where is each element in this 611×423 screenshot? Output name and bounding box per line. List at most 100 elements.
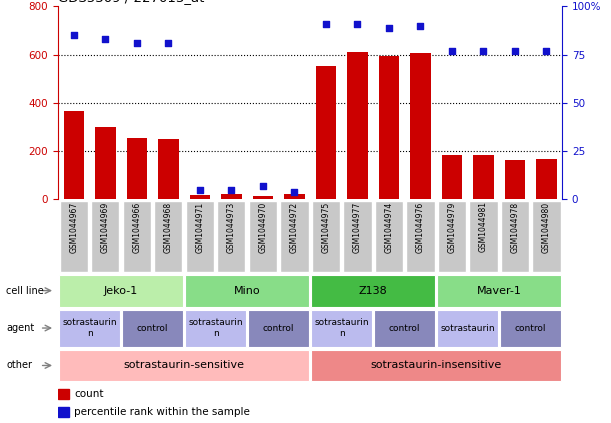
- Text: other: other: [6, 360, 32, 371]
- FancyBboxPatch shape: [91, 201, 120, 272]
- Text: GSM1044975: GSM1044975: [321, 201, 331, 253]
- Text: sotrastaurin
n: sotrastaurin n: [314, 319, 369, 338]
- Point: [195, 186, 205, 193]
- Text: Jeko-1: Jeko-1: [104, 286, 138, 296]
- Text: GSM1044970: GSM1044970: [258, 201, 268, 253]
- Text: sotrastaurin
n: sotrastaurin n: [62, 319, 117, 338]
- FancyBboxPatch shape: [59, 275, 183, 307]
- Point: [69, 32, 79, 38]
- Text: sotrastaurin-insensitive: sotrastaurin-insensitive: [370, 360, 502, 371]
- FancyBboxPatch shape: [185, 310, 246, 346]
- Bar: [505, 160, 525, 199]
- Text: GSM1044967: GSM1044967: [69, 201, 78, 253]
- Point: [227, 186, 236, 193]
- FancyBboxPatch shape: [312, 201, 340, 272]
- Bar: [379, 56, 399, 199]
- Bar: [442, 155, 462, 199]
- FancyBboxPatch shape: [374, 310, 436, 346]
- FancyBboxPatch shape: [123, 201, 151, 272]
- Bar: [536, 159, 557, 199]
- FancyBboxPatch shape: [247, 310, 309, 346]
- Text: GSM1044979: GSM1044979: [447, 201, 456, 253]
- Text: sotrastaurin: sotrastaurin: [441, 324, 495, 332]
- Bar: [410, 53, 431, 199]
- Text: GSM1044971: GSM1044971: [196, 201, 204, 253]
- Bar: [126, 138, 147, 199]
- Text: GSM1044966: GSM1044966: [133, 201, 141, 253]
- FancyBboxPatch shape: [60, 201, 88, 272]
- Point: [100, 36, 110, 43]
- Text: control: control: [263, 324, 295, 332]
- FancyBboxPatch shape: [375, 201, 403, 272]
- FancyBboxPatch shape: [500, 201, 529, 272]
- Text: GSM1044978: GSM1044978: [510, 201, 519, 253]
- FancyBboxPatch shape: [59, 310, 120, 346]
- Text: sotrastaurin
n: sotrastaurin n: [188, 319, 243, 338]
- Point: [447, 47, 457, 54]
- Bar: [95, 127, 115, 199]
- Point: [258, 182, 268, 189]
- FancyBboxPatch shape: [500, 310, 562, 346]
- FancyBboxPatch shape: [437, 310, 499, 346]
- FancyBboxPatch shape: [469, 201, 497, 272]
- FancyBboxPatch shape: [185, 275, 309, 307]
- Text: Mino: Mino: [234, 286, 260, 296]
- Text: GDS5309 / 227013_at: GDS5309 / 227013_at: [58, 0, 205, 4]
- Bar: [252, 196, 273, 199]
- FancyBboxPatch shape: [437, 275, 562, 307]
- Bar: [189, 195, 210, 199]
- Point: [132, 40, 142, 47]
- Point: [290, 188, 299, 195]
- Bar: [473, 155, 494, 199]
- FancyBboxPatch shape: [122, 310, 183, 346]
- Text: control: control: [515, 324, 546, 332]
- Text: GSM1044981: GSM1044981: [479, 201, 488, 253]
- Bar: [221, 194, 241, 199]
- Text: GSM1044977: GSM1044977: [353, 201, 362, 253]
- Text: count: count: [74, 389, 104, 399]
- Text: GSM1044968: GSM1044968: [164, 201, 173, 253]
- FancyBboxPatch shape: [59, 349, 309, 382]
- Bar: [58, 407, 69, 417]
- Bar: [347, 52, 368, 199]
- Text: GSM1044973: GSM1044973: [227, 201, 236, 253]
- Text: Maver-1: Maver-1: [477, 286, 522, 296]
- Point: [163, 40, 173, 47]
- FancyBboxPatch shape: [280, 201, 309, 272]
- FancyBboxPatch shape: [217, 201, 246, 272]
- FancyBboxPatch shape: [154, 201, 183, 272]
- FancyBboxPatch shape: [406, 201, 434, 272]
- Point: [478, 47, 488, 54]
- Point: [510, 47, 520, 54]
- FancyBboxPatch shape: [532, 201, 560, 272]
- FancyBboxPatch shape: [343, 201, 371, 272]
- Point: [321, 20, 331, 27]
- Text: GSM1044969: GSM1044969: [101, 201, 110, 253]
- Bar: [316, 66, 336, 199]
- FancyBboxPatch shape: [311, 349, 562, 382]
- Bar: [158, 140, 178, 199]
- Text: GSM1044974: GSM1044974: [384, 201, 393, 253]
- Bar: [64, 111, 84, 199]
- FancyBboxPatch shape: [186, 201, 214, 272]
- Text: GSM1044976: GSM1044976: [416, 201, 425, 253]
- Bar: [284, 195, 304, 199]
- Text: sotrastaurin-sensitive: sotrastaurin-sensitive: [123, 360, 244, 371]
- Point: [415, 22, 425, 29]
- Text: cell line: cell line: [6, 286, 44, 296]
- Point: [353, 20, 362, 27]
- Bar: [58, 388, 69, 399]
- Text: agent: agent: [6, 323, 34, 333]
- Text: GSM1044972: GSM1044972: [290, 201, 299, 253]
- Text: Z138: Z138: [359, 286, 387, 296]
- Point: [384, 24, 393, 31]
- Text: percentile rank within the sample: percentile rank within the sample: [74, 407, 250, 417]
- FancyBboxPatch shape: [249, 201, 277, 272]
- FancyBboxPatch shape: [311, 310, 373, 346]
- Text: control: control: [137, 324, 168, 332]
- FancyBboxPatch shape: [437, 201, 466, 272]
- Text: control: control: [389, 324, 420, 332]
- Text: GSM1044980: GSM1044980: [542, 201, 551, 253]
- Point: [541, 47, 551, 54]
- FancyBboxPatch shape: [311, 275, 436, 307]
